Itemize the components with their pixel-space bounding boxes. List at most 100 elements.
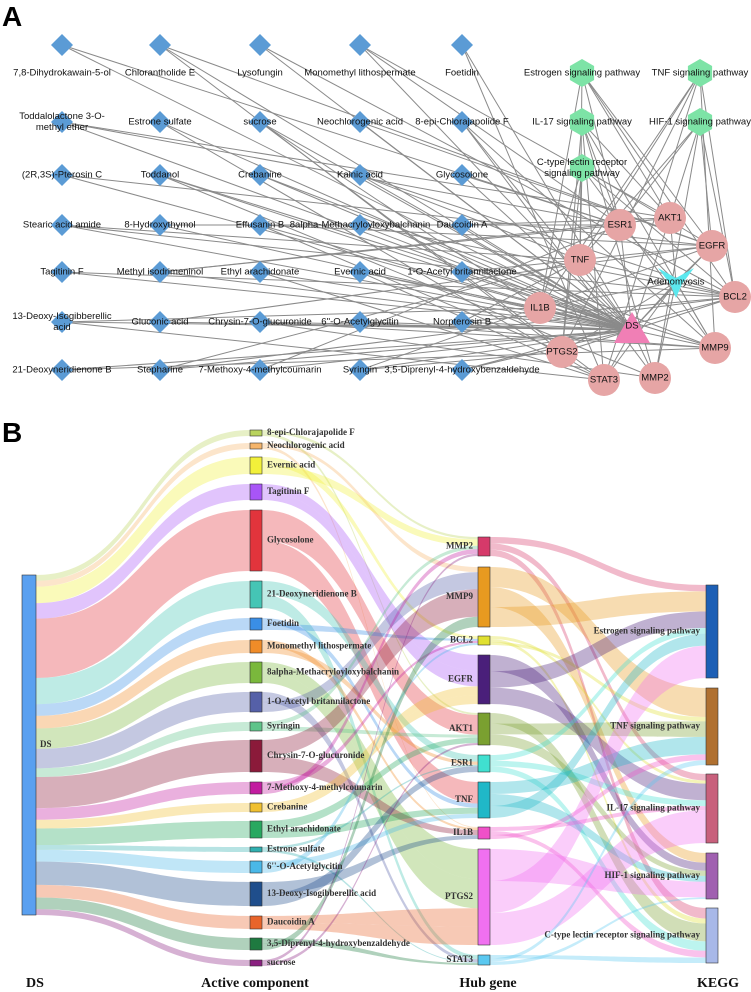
flow xyxy=(262,743,478,966)
node-label: IL1B xyxy=(530,302,550,314)
component-bar xyxy=(249,781,263,795)
node-label: 21-Deoxyneridienone B xyxy=(12,364,112,376)
flow xyxy=(490,897,706,965)
gene-label: AKT1 xyxy=(449,723,474,733)
flow xyxy=(490,687,706,801)
component-label: Neochlorogenic acid xyxy=(267,440,345,450)
edge xyxy=(581,121,621,226)
gene-node xyxy=(699,332,731,364)
component-bar xyxy=(249,846,263,853)
gene-label: MMP9 xyxy=(446,591,473,601)
gene-bar xyxy=(477,826,491,840)
flow xyxy=(262,938,478,965)
flow xyxy=(490,849,706,898)
gene-bar xyxy=(477,712,491,746)
gene-label: IL1B xyxy=(453,827,473,837)
pathway-label: C-type lectin receptor signaling pathway xyxy=(544,930,700,940)
component-bar xyxy=(249,802,263,813)
edge xyxy=(359,271,633,331)
node-label: DS xyxy=(625,320,639,332)
edge xyxy=(561,281,677,353)
component-bar xyxy=(249,639,263,654)
edge xyxy=(539,167,583,309)
node-label: Crebanine xyxy=(238,169,282,181)
edge xyxy=(259,174,716,349)
component-label: Evernic acid xyxy=(267,460,315,470)
edge xyxy=(359,321,716,349)
node-label: BCL2 xyxy=(723,291,747,303)
node-label: 7,8-Dihydrokawain-5-ol xyxy=(13,67,111,79)
flow xyxy=(262,540,478,804)
compound-node xyxy=(51,111,73,133)
edge xyxy=(159,245,713,323)
flow xyxy=(262,646,478,765)
node-label: 3,5-Diprenyl-4-hydroxybenzaldehyde xyxy=(384,364,540,376)
node-label: TNF signaling pathway xyxy=(651,67,749,79)
node-label: Adenomyosis xyxy=(647,276,705,288)
gene-node xyxy=(639,362,671,394)
component-label: 1-O-Acetyl britannilactone xyxy=(267,696,370,706)
gene-label: TNF xyxy=(455,794,474,804)
flow xyxy=(490,831,706,958)
flow xyxy=(36,897,250,950)
flow xyxy=(490,642,706,722)
edge xyxy=(259,321,716,349)
gene-label: PTGS2 xyxy=(445,891,474,901)
flow xyxy=(490,955,706,963)
edge xyxy=(461,296,736,323)
pathway-bar xyxy=(705,852,719,900)
compound-node xyxy=(349,359,371,381)
flow xyxy=(490,627,706,761)
flow xyxy=(262,465,478,546)
flow xyxy=(490,794,706,882)
edge xyxy=(581,72,713,247)
edge xyxy=(359,224,633,331)
gene-node xyxy=(564,244,596,276)
node-label: Glycosolone xyxy=(435,169,489,181)
compound-node xyxy=(249,359,271,381)
pathway-node xyxy=(569,154,595,182)
compound-node xyxy=(51,359,73,381)
node-label: MMP2 xyxy=(641,372,669,384)
edge xyxy=(631,296,736,331)
edge xyxy=(259,121,633,331)
gene-bar xyxy=(477,536,491,557)
flow xyxy=(490,734,706,876)
component-label: Estrone sulfate xyxy=(267,844,325,854)
edge xyxy=(61,307,541,323)
flow xyxy=(262,737,478,830)
component-label: 7-Methoxy-4-methylcoumarin xyxy=(267,782,382,792)
edge xyxy=(61,174,713,247)
component-bar xyxy=(249,617,263,631)
flow xyxy=(262,835,478,894)
node-label: Tagitinin F xyxy=(40,266,84,278)
flow xyxy=(262,640,478,831)
gene-bar xyxy=(477,954,491,966)
root-label: DS xyxy=(40,739,52,749)
component-label: Glycosolone xyxy=(267,535,314,545)
component-label: Daucoidin A xyxy=(267,917,315,927)
flow xyxy=(36,640,250,729)
edge xyxy=(579,121,701,261)
gene-node xyxy=(654,202,686,234)
compound-node xyxy=(349,164,371,186)
compound-node xyxy=(149,311,171,333)
node-label: Syringin xyxy=(342,364,378,376)
edge xyxy=(461,321,633,331)
node-label: Toddanol xyxy=(140,169,180,181)
component-bar xyxy=(249,915,263,930)
flow xyxy=(262,672,478,909)
edge xyxy=(539,281,677,309)
edge xyxy=(654,281,677,379)
root-bar xyxy=(21,574,37,916)
component-label: Syringin xyxy=(267,721,300,731)
compound-node xyxy=(249,111,271,133)
flow xyxy=(490,537,706,592)
flow xyxy=(36,861,250,906)
edge xyxy=(359,44,671,219)
flow xyxy=(490,806,706,831)
column-label: DS xyxy=(26,976,44,991)
flow xyxy=(36,803,250,829)
